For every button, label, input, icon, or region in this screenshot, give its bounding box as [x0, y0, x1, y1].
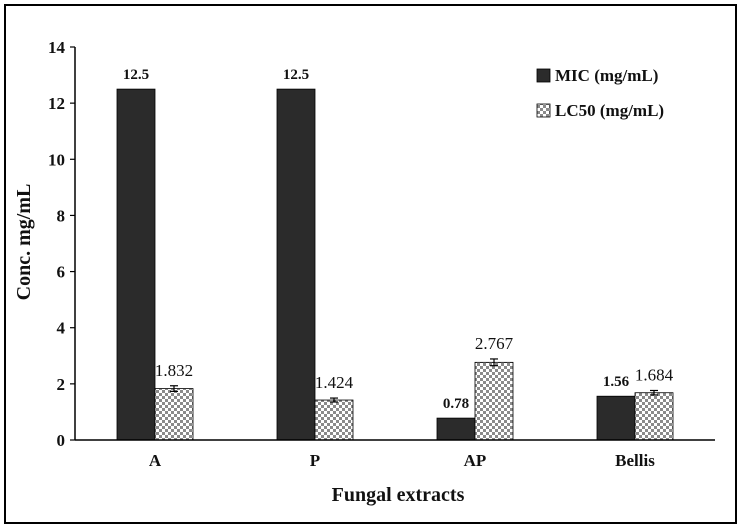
- data-label: 1.424: [315, 373, 354, 392]
- x-tick-label: A: [149, 451, 162, 470]
- y-tick-label: 0: [57, 431, 66, 450]
- data-label: 1.56: [603, 374, 630, 390]
- data-label: 1.832: [155, 361, 193, 380]
- bar-mic: [436, 417, 476, 441]
- legend-swatch-mic: [536, 68, 551, 83]
- y-tick-label: 6: [57, 263, 66, 282]
- bar-mic: [596, 395, 636, 441]
- data-label: 0.78: [443, 396, 469, 412]
- bar-mic: [276, 88, 316, 441]
- y-tick-label: 10: [48, 150, 65, 169]
- y-tick-label: 2: [57, 375, 66, 394]
- legend: MIC (mg/mL) LC50 (mg/mL): [536, 66, 664, 120]
- legend-label-mic: MIC (mg/mL): [555, 66, 658, 85]
- x-axis-label: Fungal extracts: [332, 484, 465, 506]
- data-label: 12.5: [123, 67, 149, 83]
- y-tick-label: 4: [57, 319, 66, 338]
- y-tick-label: 14: [48, 38, 66, 57]
- x-tick-label: P: [310, 451, 320, 470]
- y-axis-label: Conc. mg/mL: [13, 184, 35, 301]
- data-label: 1.684: [635, 365, 674, 384]
- y-tick-label: 8: [57, 206, 66, 225]
- data-label: 2.767: [475, 334, 514, 353]
- legend-swatch-lc50: [536, 103, 551, 118]
- bar-mic: [116, 88, 156, 441]
- legend-label-lc50: LC50 (mg/mL): [555, 101, 664, 120]
- x-tick-label: Bellis: [615, 451, 655, 470]
- bar-lc50: [154, 388, 194, 441]
- bar-lc50: [474, 361, 514, 441]
- data-label: 12.5: [283, 67, 309, 83]
- bar-lc50: [314, 399, 354, 441]
- y-tick-label: 12: [48, 94, 65, 113]
- bar-lc50: [634, 392, 674, 441]
- x-tick-label: AP: [464, 451, 487, 470]
